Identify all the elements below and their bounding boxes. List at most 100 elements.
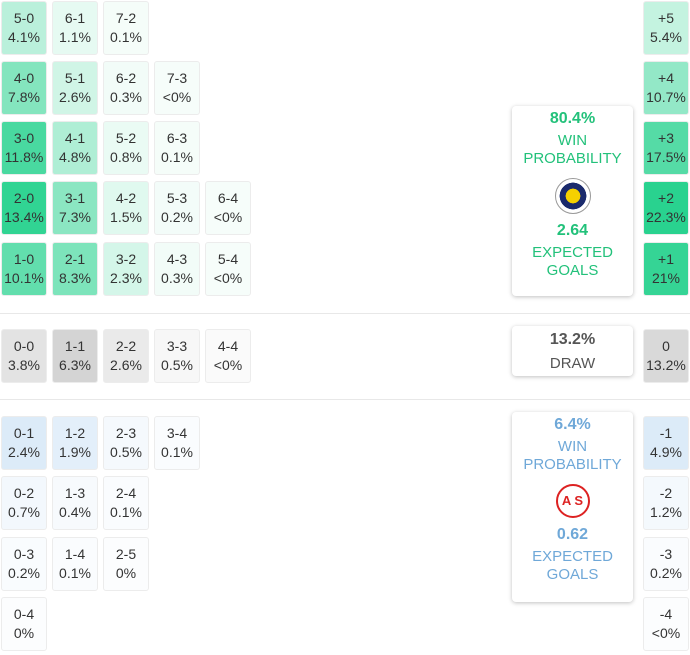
probability-label: 6.3% — [59, 357, 91, 373]
score-cell: 3-4 0.1% — [154, 416, 200, 470]
probability-label: 5.4% — [650, 29, 682, 45]
score-cell: 6-4 <0% — [205, 181, 251, 235]
score-label: 3-3 — [166, 338, 188, 354]
score-label: 7-2 — [115, 10, 137, 26]
score-cell: 6-3 0.1% — [154, 121, 200, 175]
score-label: 0-3 — [13, 546, 35, 562]
score-cell: 3-2 2.3% — [103, 242, 149, 296]
draw-score-cell: 0-0 3.8% — [1, 329, 47, 383]
probability-label: 4.8% — [59, 149, 91, 165]
draw-score-cell: 4-4 <0% — [205, 329, 251, 383]
score-cell: 6-1 1.1% — [52, 1, 98, 55]
score-label: 5-0 — [13, 10, 35, 26]
probability-label: <0% — [213, 270, 243, 286]
score-label: 6-1 — [64, 10, 86, 26]
probability-label: 0.7% — [8, 504, 40, 520]
probability-label: 3.8% — [8, 357, 40, 373]
probability-label: 0.1% — [59, 565, 91, 581]
score-label: 6-4 — [217, 190, 239, 206]
home-summary-card: 80.4% WIN PROBABILITY 2.64 EXPECTED GOAL… — [512, 106, 633, 296]
probability-label: 0% — [13, 625, 35, 641]
probability-label: 0.1% — [110, 29, 142, 45]
away-xg: 0.62 — [556, 526, 589, 543]
home-xg-label: EXPECTED GOALS — [532, 244, 613, 279]
score-label: 6-3 — [166, 130, 188, 146]
score-cell: 2-1 8.3% — [52, 242, 98, 296]
score-cell: 7-2 0.1% — [103, 1, 149, 55]
score-label: +3 — [658, 130, 674, 146]
probability-label: 13.4% — [4, 209, 44, 225]
score-label: +5 — [658, 10, 674, 26]
probability-label: 4.9% — [650, 444, 682, 460]
score-label: +2 — [658, 190, 674, 206]
goal-margin-cell: +5 5.4% — [643, 1, 689, 55]
probability-label: 10.7% — [646, 89, 686, 105]
score-label: 3-0 — [13, 130, 35, 146]
probability-label: <0% — [162, 89, 192, 105]
score-label: 7-3 — [166, 70, 188, 86]
probability-label: 2.6% — [110, 357, 142, 373]
score-cell: 0-2 0.7% — [1, 476, 47, 530]
score-label: +4 — [658, 70, 674, 86]
score-label: 3-1 — [64, 190, 86, 206]
probability-label: 10.1% — [4, 270, 44, 286]
probability-label: 0.3% — [161, 270, 193, 286]
score-label: 1-0 — [13, 251, 35, 267]
score-label: 2-2 — [115, 338, 137, 354]
score-cell: 4-0 7.8% — [1, 61, 47, 115]
away-xg-label: EXPECTED GOALS — [532, 548, 613, 583]
probability-label: 22.3% — [646, 209, 686, 225]
probability-label: 7.3% — [59, 209, 91, 225]
draw-score-cell: 2-2 2.6% — [103, 329, 149, 383]
probability-label: 11.8% — [4, 149, 44, 165]
probability-label: 1.2% — [650, 504, 682, 520]
score-label: 1-3 — [64, 485, 86, 501]
probability-label: 1.9% — [59, 444, 91, 460]
probability-label: 0.4% — [59, 504, 91, 520]
score-label: 1-2 — [64, 425, 86, 441]
score-cell: 6-2 0.3% — [103, 61, 149, 115]
away-team-logo-icon: A S — [555, 484, 590, 518]
score-cell: 1-3 0.4% — [52, 476, 98, 530]
score-cell: 1-2 1.9% — [52, 416, 98, 470]
probability-label: 0.3% — [110, 89, 142, 105]
score-cell: 2-4 0.1% — [103, 476, 149, 530]
probability-label: 21% — [651, 270, 681, 286]
probability-label: 0.1% — [161, 444, 193, 460]
probability-label: 0.1% — [110, 504, 142, 520]
goal-margin-cell: -4 <0% — [643, 597, 689, 651]
divider — [0, 399, 690, 400]
score-cell: 1-4 0.1% — [52, 537, 98, 591]
draw-pct: 13.2% — [549, 331, 596, 348]
score-cell: 5-0 4.1% — [1, 1, 47, 55]
score-cell: 7-3 <0% — [154, 61, 200, 115]
goal-margin-cell: +2 22.3% — [643, 181, 689, 235]
probability-label: 13.2% — [646, 357, 686, 373]
draw-summary-card: 13.2% DRAW — [512, 326, 633, 376]
score-label: 5-3 — [166, 190, 188, 206]
score-cell: 2-3 0.5% — [103, 416, 149, 470]
score-cell: 5-2 0.8% — [103, 121, 149, 175]
probability-label: <0% — [651, 625, 681, 641]
score-label: +1 — [658, 251, 674, 267]
score-label: 2-0 — [13, 190, 35, 206]
probability-label: 0.5% — [110, 444, 142, 460]
goal-margin-cell: 0 13.2% — [643, 329, 689, 383]
draw-label: DRAW — [549, 355, 596, 372]
score-label: -4 — [659, 606, 673, 622]
score-label: 0-0 — [13, 338, 35, 354]
score-label: 0-2 — [13, 485, 35, 501]
probability-label: <0% — [213, 209, 243, 225]
score-label: -2 — [659, 485, 673, 501]
score-cell: 3-0 11.8% — [1, 121, 47, 175]
score-label: 3-2 — [115, 251, 137, 267]
score-label: 0 — [662, 338, 670, 354]
score-label: 6-2 — [115, 70, 137, 86]
home-win-label: WIN PROBABILITY — [523, 132, 622, 167]
score-cell: 3-1 7.3% — [52, 181, 98, 235]
score-cell: 5-4 <0% — [205, 242, 251, 296]
probability-label: 1.5% — [110, 209, 142, 225]
score-cell: 4-2 1.5% — [103, 181, 149, 235]
probability-label: 7.8% — [8, 89, 40, 105]
divider — [0, 313, 690, 314]
